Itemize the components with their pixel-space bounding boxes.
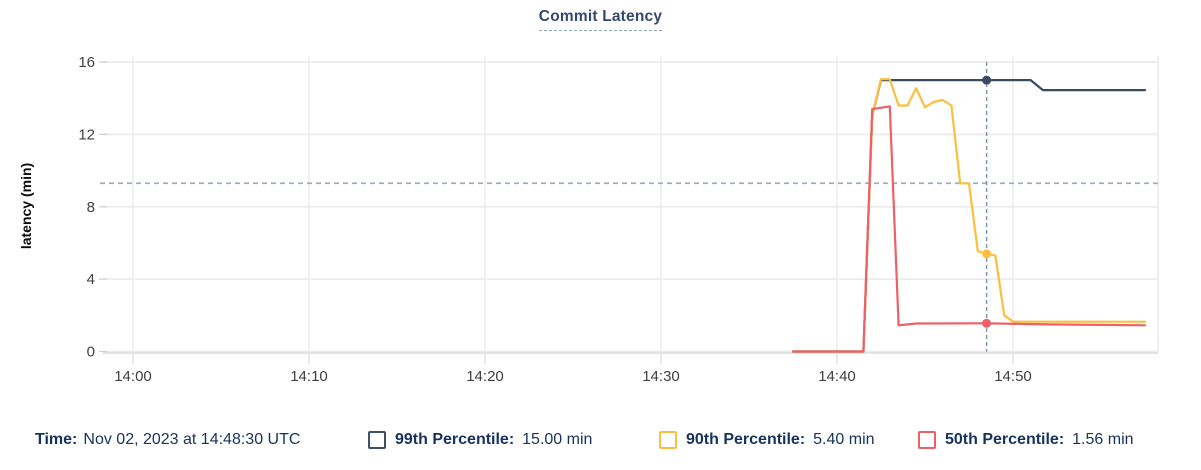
y-tick-label: 4 (87, 271, 95, 288)
time-value: Nov 02, 2023 at 14:48:30 UTC (83, 431, 301, 448)
y-tick-label: 16 (78, 54, 95, 71)
x-tick-label: 14:50 (994, 368, 1032, 385)
cursor-dot-50th[interactable] (982, 318, 992, 328)
cursor-dot-99th[interactable] (982, 75, 992, 85)
p99-swatch-icon (368, 431, 386, 449)
p90-swatch-icon (659, 431, 677, 449)
series-line-99th[interactable] (791, 78, 1147, 353)
x-tick-label: 14:10 (290, 368, 328, 385)
chart-header: Commit Latency (0, 8, 1201, 31)
chart-title[interactable]: Commit Latency (538, 8, 663, 31)
time-label: Time: (35, 431, 78, 448)
legend-label: 50th Percentile: (945, 431, 1065, 448)
chart-footer: Time: Nov 02, 2023 at 14:48:30 UTC 99th P… (0, 423, 1201, 457)
y-tick-label: 8 (87, 199, 95, 216)
legend-label: 90th Percentile: (686, 431, 806, 448)
legend-item-90th[interactable]: 90th Percentile: 5.40 min (659, 431, 875, 449)
legend-item-50th[interactable]: 50th Percentile: 1.56 min (918, 431, 1134, 449)
x-tick-label: 14:40 (818, 368, 856, 385)
legend-label: 99th Percentile: (395, 431, 515, 448)
x-tick-label: 14:20 (466, 368, 504, 385)
legend-item-99th[interactable]: 99th Percentile: 15.00 min (368, 431, 592, 449)
legend-value: 1.56 min (1072, 431, 1134, 448)
y-tick-label: 0 (87, 344, 95, 361)
p50-swatch-icon (918, 431, 936, 449)
series-line-50th[interactable] (791, 105, 1147, 353)
cursor-time-readout: Time: Nov 02, 2023 at 14:48:30 UTC (35, 431, 300, 449)
latency-chart-plot[interactable]: 0 4 8 12 16 14:00 14:10 14:20 14:30 14:40 14:50 (0, 0, 1201, 410)
legend-value: 15.00 min (522, 431, 593, 448)
x-tick-label: 14:00 (114, 368, 152, 385)
y-tick-label: 12 (78, 126, 95, 143)
cursor-dot-90th[interactable] (982, 249, 992, 259)
x-tick-label: 14:30 (642, 368, 680, 385)
series-line-90th[interactable] (791, 78, 1147, 353)
legend-value: 5.40 min (813, 431, 875, 448)
